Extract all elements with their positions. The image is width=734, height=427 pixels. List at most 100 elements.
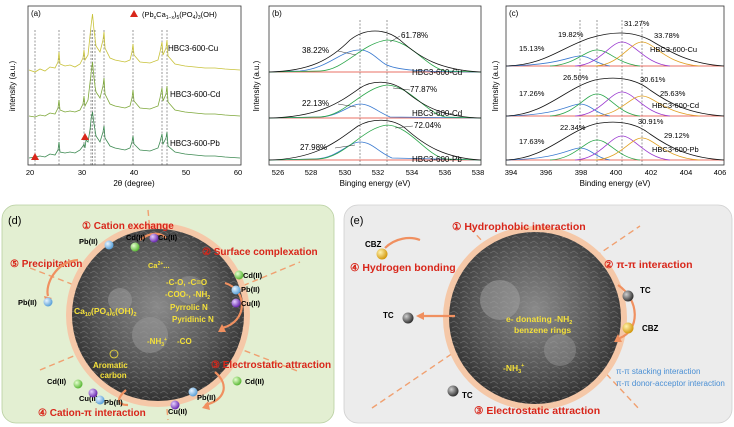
panel-b-xps-o1s: (b) 38.22% 61.78% HBC3-600-Cu — [252, 5, 485, 188]
mech-electrostatic: ③ Electrostatic attraction — [211, 360, 331, 371]
cbz-molecule-icon — [376, 248, 388, 260]
svg-text:394: 394 — [505, 168, 518, 177]
svg-text:532: 532 — [372, 168, 385, 177]
svg-text:HBC3-600-Cd: HBC3-600-Cd — [412, 109, 462, 118]
tc-molecule-icon — [447, 385, 459, 397]
center-nh2-label: e- donating -NH2 — [506, 314, 572, 326]
mech-electrostatic-e: ③ Electrostatic attraction — [474, 405, 600, 417]
svg-text:22.13%: 22.13% — [302, 99, 329, 108]
panel-b-xticks: 526 528 530 532 534 536 538 — [272, 168, 485, 177]
svg-text:HBC3-600-Cu: HBC3-600-Cu — [650, 45, 697, 54]
panel-c-label: (c) — [509, 9, 519, 18]
svg-text:30.91%: 30.91% — [638, 117, 664, 126]
cd-ion-icon — [130, 242, 140, 252]
aromatic-carbon-2: carbon — [100, 371, 127, 380]
ion-cu-top: Cu(II) — [158, 233, 178, 242]
ca-ion-label: Ca2+... — [148, 261, 170, 270]
xrd-label-pb: HBC3-600-Pb — [170, 139, 220, 148]
cbz-label-top: CBZ — [365, 240, 382, 249]
mech-hydrophobic: ① Hydrophobic interaction — [452, 221, 586, 233]
mech-cation-exchange: ① Cation exchange — [82, 221, 174, 232]
xrd-trace-cu — [28, 13, 241, 73]
xps-b-cu-group — [268, 30, 482, 73]
panel-a-ylabel: intensity (a.u.) — [8, 61, 17, 112]
aromatic-carbon-1: Aromatic — [93, 361, 128, 370]
nh3-label-e: -NH3+ — [503, 363, 524, 375]
mech-pi-pi: ② π-π interaction — [604, 259, 693, 271]
panel-d-ions: Pb(II) Cd(II) Cu(II) Cd(II) Pb(II) Cu(II… — [18, 233, 265, 416]
svg-text:396: 396 — [540, 168, 553, 177]
legend-formula: (PbxCa1−x)5(PO4)3(OH) — [142, 10, 217, 21]
svg-text:HBC3-600-Cd: HBC3-600-Cd — [652, 101, 699, 110]
panel-a-xticks: 20 30 40 50 60 — [26, 168, 242, 177]
svg-text:534: 534 — [406, 168, 419, 177]
svg-text:61.78%: 61.78% — [401, 31, 428, 40]
svg-text:538: 538 — [472, 168, 485, 177]
svg-text:25.63%: 25.63% — [660, 89, 686, 98]
tc-molecule-icon — [402, 312, 414, 324]
panel-a-xrd: (a) (PbxCa1−x)5(PO4)3(OH) HBC3-600-Cu HB… — [8, 5, 242, 188]
ion-pb-left: Pb(II) — [18, 298, 37, 307]
cd-ion-icon — [232, 376, 242, 386]
complex-coo-nh2: -COO-, -NH2 — [165, 290, 210, 301]
svg-text:26.50%: 26.50% — [563, 73, 589, 82]
panel-b-annotations: 38.22% 61.78% HBC3-600-Cu 22.13% 77.87% … — [300, 31, 462, 164]
complex-pyrrolic: Pyrrolic N — [170, 303, 208, 312]
ion-pb-right: Pb(II) — [241, 285, 260, 294]
pb-ion-icon — [104, 240, 114, 250]
ion-cu-bottom: Cu(II) — [168, 407, 188, 416]
ion-pb-bottom-left: Pb(II) — [104, 398, 123, 407]
svg-text:400: 400 — [610, 168, 623, 177]
panel-a-label: (a) — [31, 9, 41, 18]
svg-text:17.63%: 17.63% — [519, 137, 545, 146]
cd-ion-icon — [73, 379, 83, 389]
complex-pyridinic: Pyridinic N — [172, 315, 214, 324]
svg-text:406: 406 — [714, 168, 727, 177]
center-benzene-label: benzene rings — [514, 325, 571, 335]
panel-c-ylabel: Intensity (a.u.) — [491, 60, 500, 111]
aromatic-ring-icon — [109, 349, 119, 359]
svg-text:50: 50 — [182, 168, 190, 177]
svg-text:22.34%: 22.34% — [560, 123, 586, 132]
panel-e-label: (e) — [350, 215, 363, 227]
panel-d-label: (d) — [8, 215, 21, 227]
tc-label-bottom: TC — [462, 391, 473, 400]
xrd-trace-cd — [28, 61, 241, 118]
cu-ion-icon — [231, 298, 241, 308]
co-label: -CO — [177, 337, 192, 346]
svg-text:20: 20 — [26, 168, 34, 177]
mech-precipitation: ⑤ Precipitation — [10, 259, 82, 270]
xrd-label-cu: HBC3-600-Cu — [168, 44, 218, 53]
ion-cu-bottom-left: Cu(II) — [79, 394, 99, 403]
svg-text:27.98%: 27.98% — [300, 143, 327, 152]
svg-text:72.04%: 72.04% — [414, 121, 441, 130]
svg-text:398: 398 — [575, 168, 588, 177]
svg-text:HBC3-600-Cu: HBC3-600-Cu — [412, 68, 462, 77]
complex-co: -C-O, -C=O — [166, 278, 207, 287]
svg-text:19.82%: 19.82% — [558, 30, 584, 39]
xps-c-cd-group — [505, 77, 725, 117]
precipitate-formula: Ca10(PO4)6(OH)2 — [74, 306, 137, 318]
pb-ion-icon — [188, 387, 198, 397]
svg-text:528: 528 — [305, 168, 318, 177]
ion-cd-bottom-left: Cd(II) — [47, 377, 67, 386]
svg-text:HBC3-600-Pb: HBC3-600-Pb — [652, 145, 699, 154]
panel-d-heavy-metal-mechanism: (d) ① Cation exchange ② Surface complexa… — [1, 204, 335, 424]
tc-label-right: TC — [640, 286, 651, 295]
pb-ion-icon — [231, 285, 241, 295]
panel-b-leader-lines — [334, 35, 414, 149]
svg-text:38.22%: 38.22% — [302, 46, 329, 55]
cd-ion-icon — [234, 270, 244, 280]
svg-text:30.61%: 30.61% — [640, 75, 666, 84]
svg-text:29.12%: 29.12% — [664, 131, 690, 140]
svg-text:HBC3-600-Pb: HBC3-600-Pb — [412, 155, 462, 164]
ion-cd-right: Cd(II) — [243, 271, 263, 280]
pi-donor-label: π-π donor-acceptor interaction — [616, 379, 725, 388]
pi-stacking-label: π-π stacking interaction — [616, 367, 700, 376]
svg-text:33.78%: 33.78% — [654, 31, 680, 40]
panel-c-xlabel: Binding energy (eV) — [580, 179, 651, 188]
panel-e-molecules: CBZ TC CBZ TC TC — [365, 240, 659, 400]
panel-c-xticks: 394 396 398 400 402 404 406 — [505, 168, 727, 177]
panel-e-arrows — [384, 237, 636, 340]
